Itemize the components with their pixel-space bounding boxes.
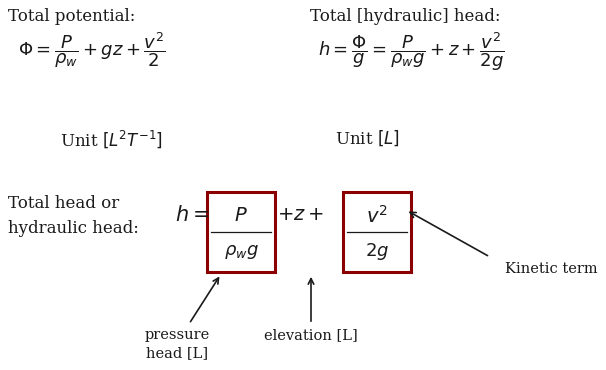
Text: $+ z +$: $+ z +$ [277,206,324,224]
Text: $2g$: $2g$ [365,242,389,262]
Text: Kinetic term: Kinetic term [505,262,598,276]
Text: Total head or
hydraulic head:: Total head or hydraulic head: [8,195,139,237]
Text: Unit $[L]$: Unit $[L]$ [335,128,400,148]
Text: $h = \dfrac{\Phi}{g} = \dfrac{P}{\rho_w g} + z + \dfrac{v^2}{2g}$: $h = \dfrac{\Phi}{g} = \dfrac{P}{\rho_w … [318,30,504,73]
Text: Total [hydraulic] head:: Total [hydraulic] head: [310,8,501,25]
Text: Unit $[L^2T^{-1}]$: Unit $[L^2T^{-1}]$ [60,128,163,149]
Text: $v^2$: $v^2$ [366,205,388,227]
Bar [343,192,411,272]
Text: Total potential:: Total potential: [8,8,135,25]
Text: $\rho_w g$: $\rho_w g$ [224,243,259,261]
Text: $\Phi = \dfrac{P}{\rho_w} + gz + \dfrac{v^2}{2}$: $\Phi = \dfrac{P}{\rho_w} + gz + \dfrac{… [18,30,166,70]
Text: $P$: $P$ [234,207,248,225]
Bar [207,192,275,272]
Text: $h =$: $h =$ [175,205,210,225]
Text: elevation [L]: elevation [L] [264,328,358,342]
Text: pressure
head [L]: pressure head [L] [144,328,210,360]
